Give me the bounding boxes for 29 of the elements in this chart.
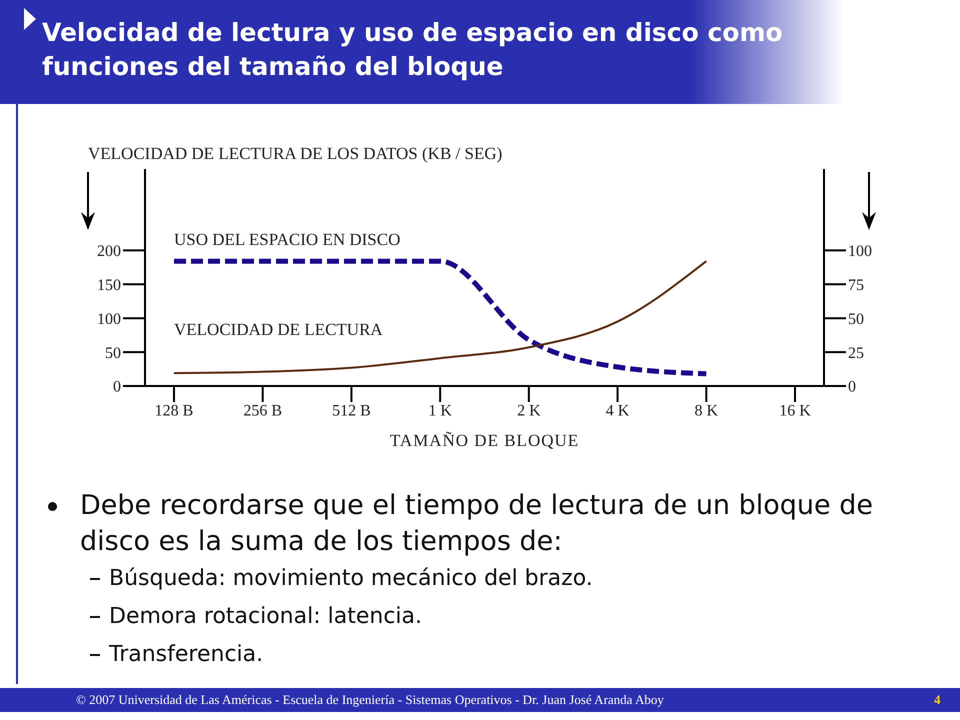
text: Búsqueda: movimiento mecánico del brazo. <box>109 565 593 593</box>
y-tick-label: 0 <box>113 378 121 396</box>
text: Demora rotacional: latencia. <box>109 603 422 631</box>
y-tick-label: 200 <box>97 243 121 260</box>
x-tick-label: 2 K <box>517 402 542 420</box>
y-tick-label: 150 <box>97 276 121 294</box>
x-tick-label: 4 K <box>606 402 630 420</box>
x-tick-label: 256 B <box>243 402 282 420</box>
y2-tick-label: 100 <box>848 243 872 260</box>
series-label: USO DEL ESPACIO EN DISCO <box>174 230 400 250</box>
x-tick-label: 512 B <box>332 402 371 420</box>
text: © 2007 Universidad de Las Américas - Escuela de Ingeniería - Sistemas Operativos - Dr. Juan José Aranda Aboy <box>76 692 664 708</box>
series-label: VELOCIDAD DE LECTURA <box>174 320 384 340</box>
y-tick-label: 100 <box>97 310 121 328</box>
x-tick-label: 16 K <box>779 402 812 420</box>
chart-title: Velocidad de lectura y uso de espacio en disco como funciones del tamaño del bloque <box>42 17 784 83</box>
y2-tick-label: 75 <box>848 276 864 294</box>
text: 4 <box>934 692 940 708</box>
text: Debe recordarse que el tiempo de lectura de un bloque de disco es la suma de los tiempos de: <box>80 489 874 559</box>
y-tick-label: 50 <box>105 344 121 362</box>
x-tick-label: 8 K <box>694 402 719 420</box>
y-axis-title: VELOCIDAD DE LECTURA DE LOS DATOS (KB / SEG) <box>88 144 502 164</box>
text: Transferencia. <box>109 641 264 669</box>
y2-tick-label: 50 <box>848 310 864 328</box>
x-tick-label: 128 B <box>154 402 194 420</box>
y2-tick-label: 0 <box>848 378 856 396</box>
x-tick-label: 1 K <box>428 402 452 420</box>
y2-tick-label: 25 <box>848 344 864 362</box>
x-axis-title: TAMAÑO DE BLOQUE <box>390 431 580 450</box>
